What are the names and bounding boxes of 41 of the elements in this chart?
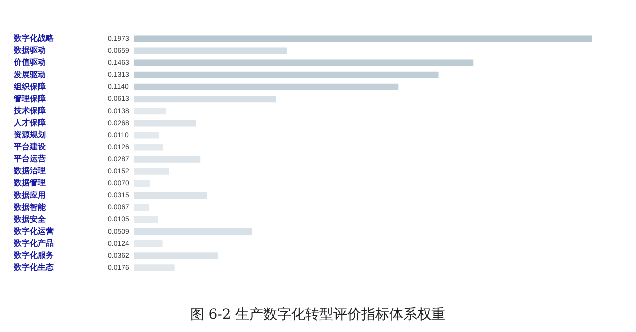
bar xyxy=(134,204,150,212)
bar xyxy=(134,156,201,163)
bar xyxy=(134,84,399,91)
bar xyxy=(134,264,175,272)
y-tick-label: 数字化产品 xyxy=(13,238,54,248)
y-tick-label: 发展驱动 xyxy=(13,70,46,80)
bar xyxy=(134,216,158,224)
bar xyxy=(134,228,252,236)
bar xyxy=(134,132,160,139)
bar xyxy=(134,96,276,103)
y-tick-label: 组织保障 xyxy=(13,82,46,92)
bar xyxy=(134,48,287,54)
y-tick-label: 数字化运营 xyxy=(13,226,54,236)
y-tick-label: 数据安全 xyxy=(13,214,47,224)
bar xyxy=(134,240,163,248)
y-tick-label: 数字化生态 xyxy=(13,262,55,272)
y-tick-label: 数据驱动 xyxy=(13,46,46,56)
y-tick-label: 价值驱动 xyxy=(13,58,46,68)
bar xyxy=(134,60,474,66)
y-tick-label: 管理保障 xyxy=(13,94,46,104)
bar xyxy=(134,192,208,199)
bar xyxy=(134,72,439,78)
bar xyxy=(134,120,196,127)
bar xyxy=(134,144,164,151)
text: 图 6-2 生产数字化转型评价指标体系权重 xyxy=(189,306,447,324)
y-tick-label: 资源规划 xyxy=(14,130,46,140)
y-tick-label: 人才保障 xyxy=(13,118,46,128)
bar xyxy=(134,180,150,187)
y-tick-label: 平台建设 xyxy=(13,142,47,152)
y-tick-label: 数据应用 xyxy=(13,190,46,200)
y-tick-label: 数据智能 xyxy=(13,202,47,212)
bar xyxy=(134,36,592,42)
y-tick-label: 平台运营 xyxy=(13,154,46,164)
y-tick-label: 技术保障 xyxy=(13,106,46,116)
y-tick-label: 数字化服务 xyxy=(13,250,54,260)
y-tick-label: 数据治理 xyxy=(13,166,46,176)
bar xyxy=(134,108,166,115)
y-tick-label: 数字化战略 xyxy=(13,33,55,44)
bar xyxy=(134,168,170,175)
bar xyxy=(134,252,218,260)
y-tick-label: 数据管理 xyxy=(13,178,46,188)
